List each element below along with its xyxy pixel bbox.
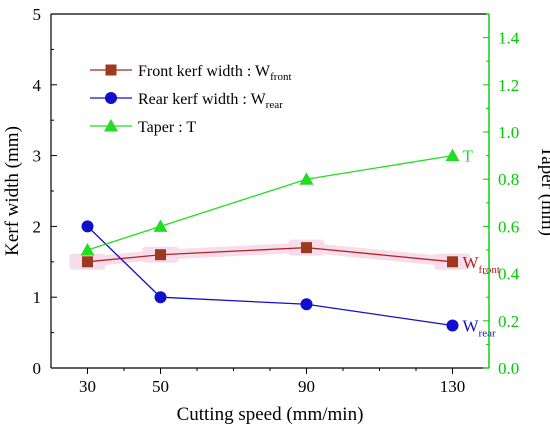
data-point-front xyxy=(82,256,93,268)
y-tick-label: 2 xyxy=(33,217,42,236)
series-line-taper xyxy=(87,154,453,251)
legend-label-taper: Taper : T xyxy=(138,119,196,136)
y-tick-label: 4 xyxy=(33,76,42,95)
y2-tick-label: 0.0 xyxy=(498,359,519,378)
y2-tick-label: 0.8 xyxy=(498,170,519,189)
legend-label-sub-front: front xyxy=(270,71,291,83)
legend: Front kerf width : Wfront Rear kerf width… xyxy=(90,63,292,136)
data-point-front xyxy=(155,249,166,261)
legend-label-sub-rear: rear xyxy=(266,99,283,111)
x-axis-title: Cutting speed (mm/min) xyxy=(177,404,364,425)
data-point-taper xyxy=(80,243,95,256)
y2-axis-title: Taper (mm) xyxy=(537,146,550,236)
data-point-rear xyxy=(300,298,313,311)
legend-label-rear: Rear kerf width : Wrear xyxy=(138,91,283,111)
data-point-taper xyxy=(299,172,314,185)
legend-marker-rear xyxy=(105,92,117,104)
y-axis-title: Kerf width (mm) xyxy=(2,126,23,256)
data-point-front xyxy=(447,256,458,268)
x-tick-label: 90 xyxy=(298,377,315,396)
x-tick-label: 130 xyxy=(440,377,466,396)
highlight-layer xyxy=(69,239,471,270)
end-label-taper: T xyxy=(463,147,474,166)
y2-tick-label: 0.2 xyxy=(498,312,519,331)
y2-tick-label: 0.4 xyxy=(498,265,520,284)
y2-tick-label: 1.0 xyxy=(498,123,519,142)
data-point-rear xyxy=(81,220,94,233)
y-tick-label: 1 xyxy=(33,288,42,307)
y-tick-label: 0 xyxy=(33,359,42,378)
data-point-rear xyxy=(446,319,459,332)
end-label-sub-rear: rear xyxy=(479,328,496,340)
x-tick-label: 30 xyxy=(79,377,96,396)
axes-layer: 30 50 90 130 0 1 2 3 4 5 0.0 0.2 0.4 0.6 0.8 1.0 1.2 1.4 xyxy=(33,5,520,396)
series-line-front xyxy=(87,246,453,263)
y2-tick-label: 1.4 xyxy=(498,29,520,48)
y-tick-label: 3 xyxy=(33,147,42,166)
end-label-front: Wfront xyxy=(463,253,500,276)
legend-marker-taper xyxy=(104,119,118,132)
y2-tick-label: 0.6 xyxy=(498,217,519,236)
data-point-taper xyxy=(445,148,460,162)
data-point-front xyxy=(301,242,312,254)
data-point-rear xyxy=(154,291,167,304)
legend-marker-front xyxy=(105,64,117,76)
y-tick-label: 5 xyxy=(33,5,42,24)
x-tick-label: 50 xyxy=(152,377,169,396)
end-label-rear: Wrear xyxy=(463,317,496,340)
legend-label-front: Front kerf width : Wfront xyxy=(138,63,292,83)
series-line-rear xyxy=(87,225,453,327)
y2-tick-label: 1.2 xyxy=(498,76,519,95)
data-point-taper xyxy=(153,219,168,232)
